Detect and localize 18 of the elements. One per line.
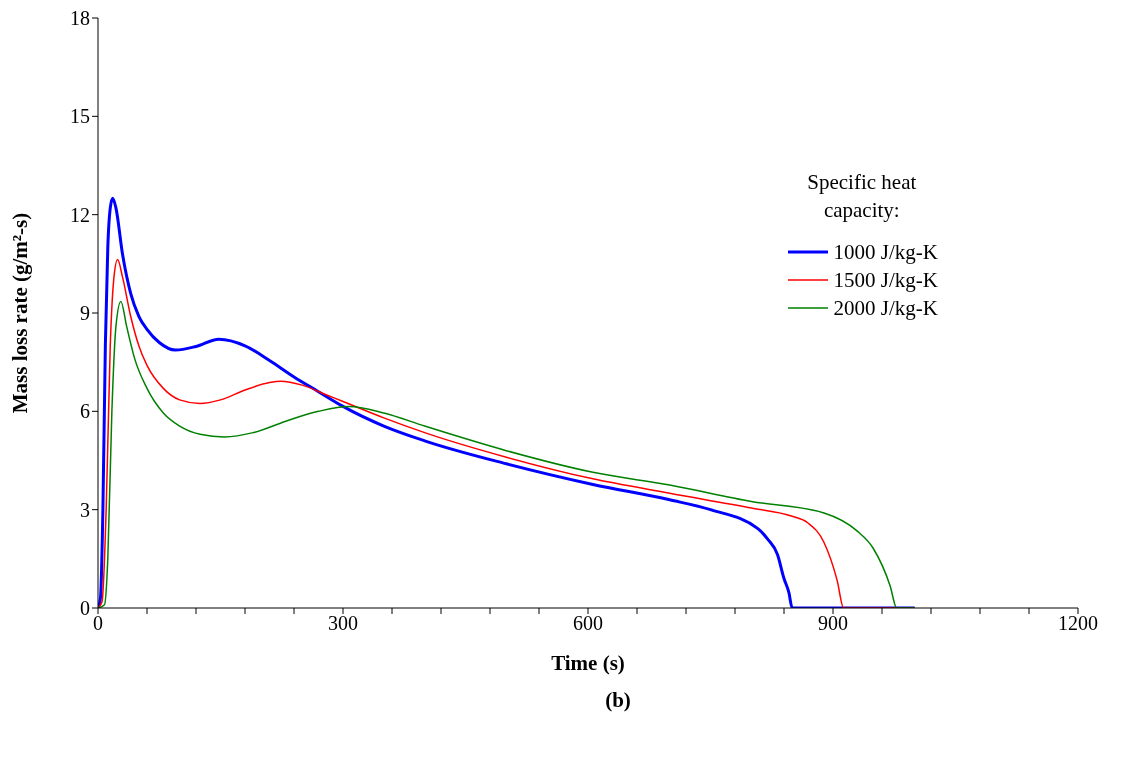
y-tick-label: 12: [70, 203, 90, 226]
y-tick-label: 6: [80, 400, 90, 423]
y-tick-label: 3: [80, 498, 90, 521]
x-tick-label: 300: [328, 612, 358, 635]
y-tick-label: 15: [70, 105, 90, 128]
y-tick-label: 0: [80, 597, 90, 620]
y-tick-label: 18: [70, 7, 90, 30]
text: (b): [604, 688, 632, 713]
y-axis-title: Mass loss rate (g/m²-s): [8, 212, 33, 414]
y-tick-label: 9: [80, 302, 90, 325]
legend-label: 2000 J/kg-K: [833, 295, 938, 321]
x-tick-label: 900: [818, 612, 848, 635]
legend-label: 1500 J/kg-K: [833, 267, 938, 293]
x-tick-label: 600: [573, 612, 603, 635]
x-tick-label: 1200: [1058, 612, 1098, 635]
x-axis-title: Time (s): [551, 651, 625, 675]
legend-title: Specific heat capacity:: [806, 169, 918, 224]
legend-label: 1000 J/kg-K: [833, 239, 938, 265]
